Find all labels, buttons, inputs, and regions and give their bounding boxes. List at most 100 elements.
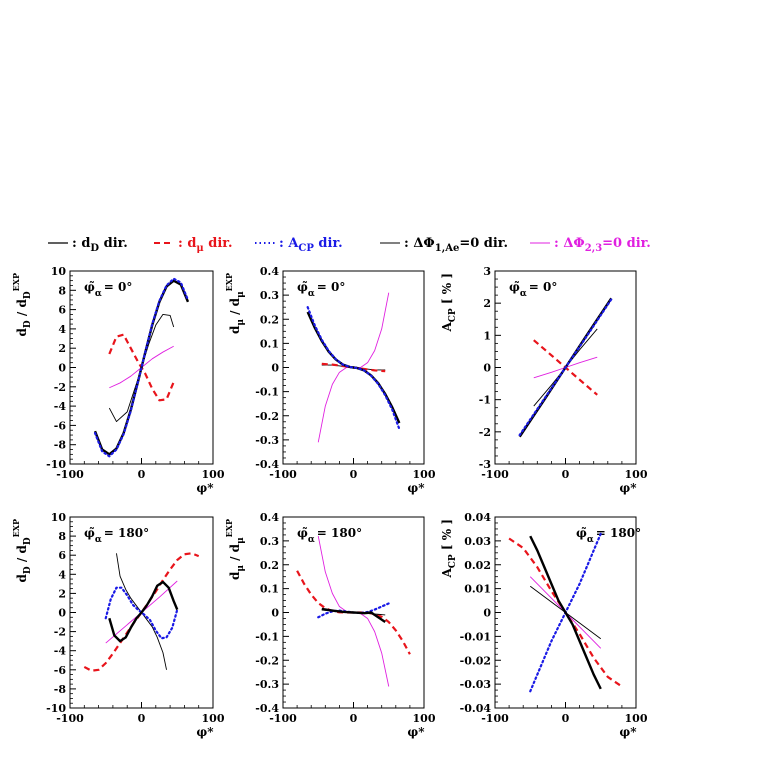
y-tick-label: 0.04 xyxy=(464,511,491,524)
y-tick-label: 0.3 xyxy=(260,289,279,302)
panel-bottom-acp: -0.04 -0.03 -0.02 -0.01 0 0.01 0.02 0.03 0.04 -10… xyxy=(440,511,648,739)
series-acp xyxy=(518,298,613,437)
panel-annotation: φ̃α = 0° xyxy=(84,280,132,299)
panel-annotation: φ̃α = 180° xyxy=(84,526,149,545)
x-tick-label: 100 xyxy=(413,468,436,481)
x-tick-label: 100 xyxy=(625,712,648,725)
y-axis-label: ACP [ % ] xyxy=(440,519,458,579)
x-tick-label: 0 xyxy=(562,468,570,481)
y-tick-label: 6 xyxy=(58,549,66,562)
y-tick-label: -1 xyxy=(479,394,491,407)
legend-label: : dμ dir. xyxy=(178,236,233,254)
y-tick-label: 0.1 xyxy=(260,337,279,350)
y-axis-label: dμ / dμEXP xyxy=(224,273,246,334)
series-dD xyxy=(93,279,190,456)
series-dD xyxy=(306,311,401,424)
legend: : dD dir. : dμ dir. : ACP dir. : ΔΦ1,Ae=0 d… xyxy=(48,236,651,254)
series-dD xyxy=(529,535,602,690)
y-axis-label: dD / dDEXP xyxy=(11,273,33,336)
y-tick-label: -4 xyxy=(54,400,67,413)
y-tick-label: -4 xyxy=(54,645,67,658)
y-tick-label: 2 xyxy=(483,297,491,310)
x-tick-label: 0 xyxy=(562,712,570,725)
y-tick-label: -6 xyxy=(54,419,67,432)
y-tick-label: -0.01 xyxy=(460,630,491,643)
x-axis-label: φ* xyxy=(407,725,425,739)
legend-item-3: : ΔΦ1,Ae=0 dir. xyxy=(380,236,508,254)
panel-annotation: φ̃α = 0° xyxy=(509,280,557,299)
x-tick-label: 0 xyxy=(350,468,358,481)
y-tick-label: -0.04 xyxy=(460,702,492,715)
series-dmu xyxy=(296,570,411,655)
x-tick-label: -100 xyxy=(269,712,297,725)
y-tick-label: 2 xyxy=(58,587,66,600)
y-tick-label: 0 xyxy=(483,607,491,620)
x-tick-label: -100 xyxy=(481,468,509,481)
x-axis-label: φ* xyxy=(196,481,214,495)
series-acp xyxy=(93,277,190,458)
x-tick-label: 100 xyxy=(202,712,225,725)
y-tick-label: 10 xyxy=(51,265,67,278)
y-tick-label: -0.1 xyxy=(255,386,279,399)
y-tick-label: 8 xyxy=(58,530,66,543)
y-tick-label: -0.2 xyxy=(255,410,279,423)
y-tick-label: -2 xyxy=(54,626,66,639)
y-tick-label: 10 xyxy=(51,511,67,524)
y-tick-label: 0 xyxy=(58,607,66,620)
y-tick-label: 0.4 xyxy=(260,511,279,524)
y-tick-label: -2 xyxy=(54,381,66,394)
x-tick-label: 100 xyxy=(625,468,648,481)
y-tick-label: -0.3 xyxy=(255,678,279,691)
x-tick-label: -100 xyxy=(56,468,84,481)
y-tick-label: 0 xyxy=(483,362,491,375)
y-tick-label: 4 xyxy=(58,323,66,336)
y-tick-label: 4 xyxy=(58,568,66,581)
y-tick-label: 0 xyxy=(271,607,279,620)
y-tick-label: 0.2 xyxy=(260,313,279,326)
y-axis-label: dμ / dμEXP xyxy=(224,519,246,580)
y-tick-label: 0.3 xyxy=(260,535,279,548)
y-tick-label: 2 xyxy=(58,342,66,355)
series-dD xyxy=(108,580,179,643)
y-tick-label: -0.1 xyxy=(255,630,279,643)
x-tick-label: -100 xyxy=(56,712,84,725)
x-tick-label: -100 xyxy=(481,712,509,725)
x-axis-label: φ* xyxy=(619,725,637,739)
legend-label: : dD dir. xyxy=(72,236,128,254)
series-dphi1 xyxy=(321,609,386,616)
series-dmu xyxy=(83,552,200,672)
y-tick-label: 0.4 xyxy=(260,265,279,278)
y-tick-label: -0.3 xyxy=(255,434,279,447)
x-tick-label: 0 xyxy=(138,468,146,481)
y-tick-label: 6 xyxy=(58,304,66,317)
y-tick-label: 0.01 xyxy=(464,583,491,596)
legend-label: : ΔΦ1,Ae=0 dir. xyxy=(404,236,508,254)
x-axis-label: φ* xyxy=(619,481,637,495)
x-axis-label: φ* xyxy=(407,481,425,495)
y-tick-label: -0.4 xyxy=(255,458,279,471)
legend-label: : ACP dir. xyxy=(279,236,343,254)
legend-item-4: : ΔΦ2,3=0 dir. xyxy=(530,236,651,254)
y-tick-label: -3 xyxy=(479,458,491,471)
y-tick-label: 0.03 xyxy=(464,535,491,548)
y-tick-label: 1 xyxy=(483,329,491,342)
panel-annotation: φ̃α = 180° xyxy=(297,526,362,545)
legend-item-0: : dD dir. xyxy=(48,236,128,254)
panel-annotation: φ̃α = 0° xyxy=(297,280,345,299)
x-tick-label: 100 xyxy=(202,468,225,481)
y-tick-label: 0.2 xyxy=(260,559,279,572)
y-tick-label: -10 xyxy=(46,458,66,471)
y-tick-label: -0.2 xyxy=(255,654,279,667)
y-tick-label: 8 xyxy=(58,284,66,297)
x-tick-label: -100 xyxy=(269,468,297,481)
y-axis-label: dD / dDEXP xyxy=(11,519,33,582)
x-tick-label: 100 xyxy=(413,712,436,725)
x-axis-label: φ* xyxy=(196,725,214,739)
